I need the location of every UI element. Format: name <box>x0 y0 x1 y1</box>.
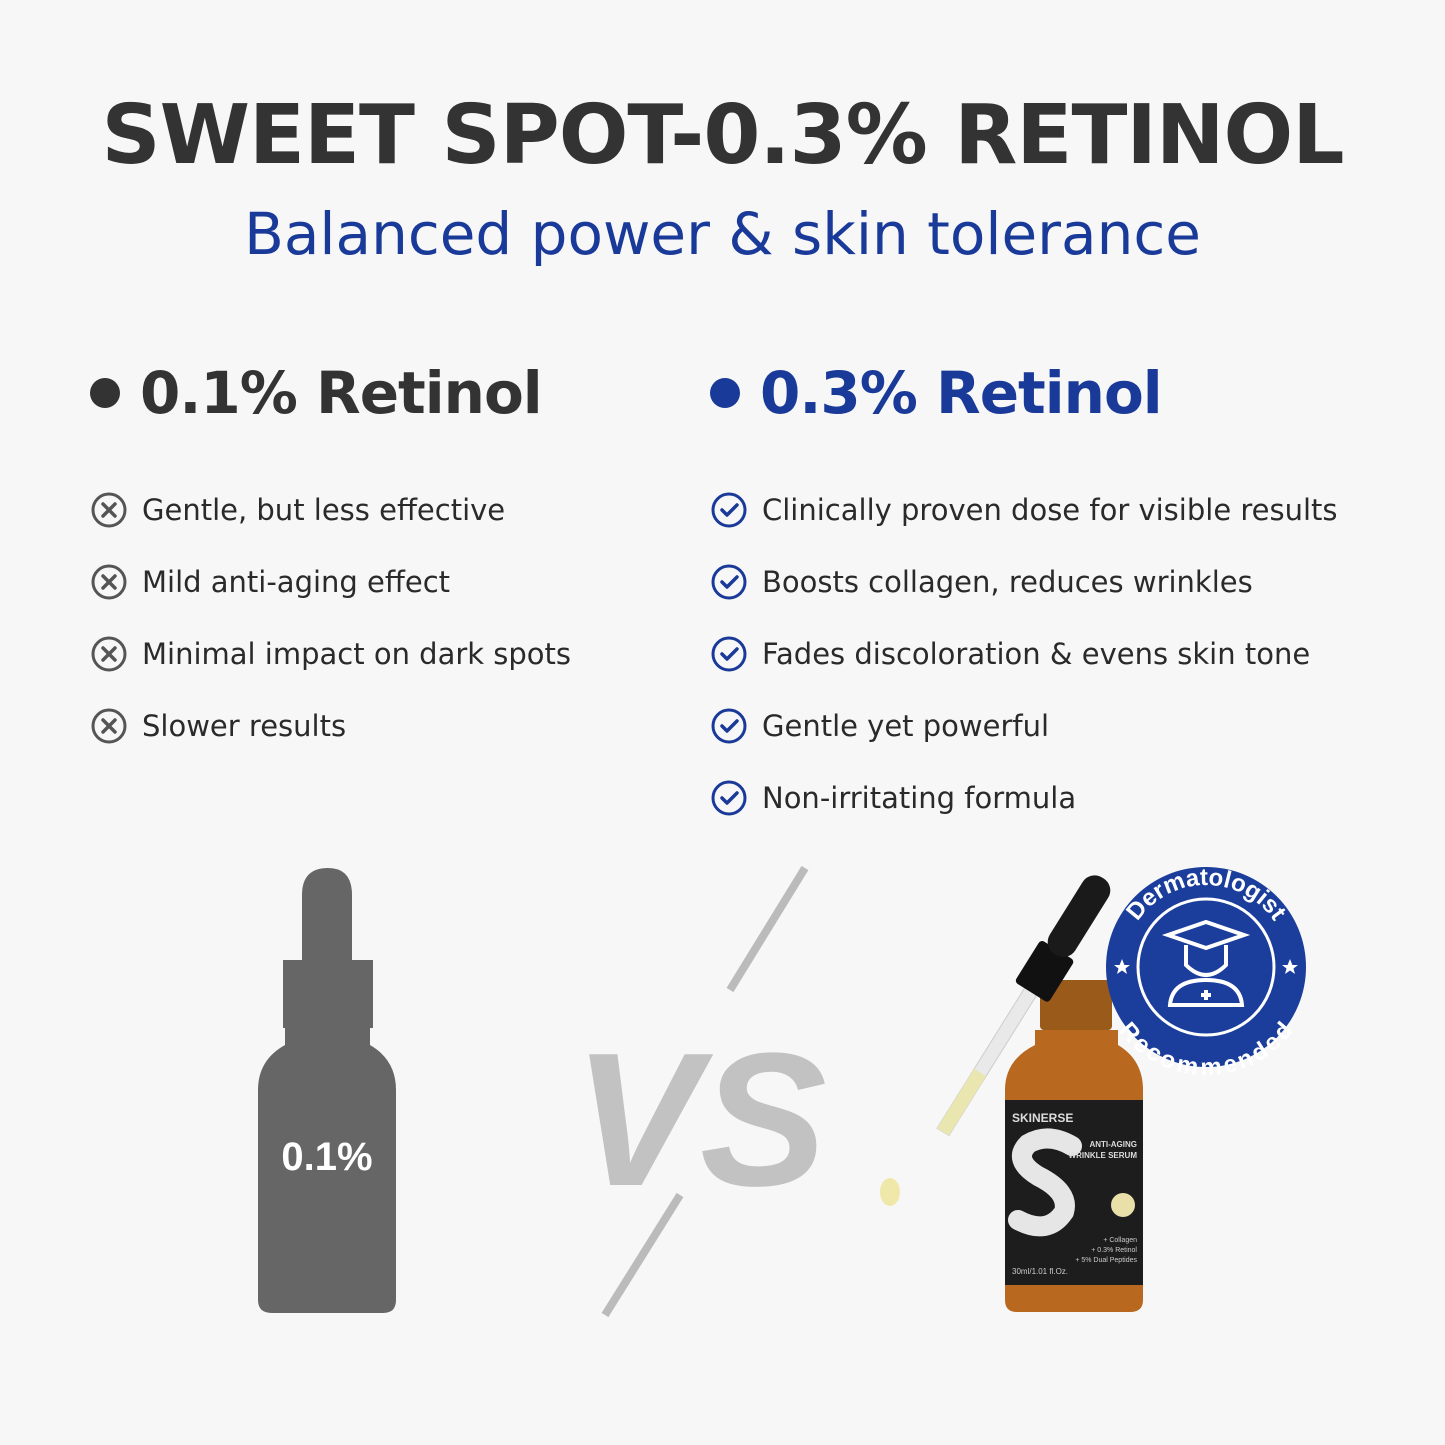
list-item: Non-irritating formula <box>710 762 1338 834</box>
list-item-text: Gentle, but less effective <box>142 493 506 527</box>
check-circle-icon <box>711 636 747 672</box>
page-title: SWEET SPOT-0.3% RETINOL <box>101 88 1345 183</box>
list-item-text: Mild anti-aging effect <box>142 565 451 599</box>
list-item-text: Gentle yet powerful <box>762 709 1050 743</box>
check-circle-icon <box>711 492 747 528</box>
list-item: Boosts collagen, reduces wrinkles <box>710 546 1338 618</box>
column-0-3-retinol: 0.3% Retinol Clinically proven dose for … <box>710 358 1338 834</box>
ingredient: + Collagen <box>1103 1237 1137 1244</box>
heading-text: 0.1% Retinol <box>140 359 543 427</box>
list-item: Fades discoloration & evens skin tone <box>710 618 1338 690</box>
x-circle-icon <box>91 708 127 744</box>
product-brand: SKINERSE <box>1012 1111 1073 1125</box>
star-icon <box>1282 959 1298 974</box>
column-0-1-retinol: 0.1% Retinol Gentle, but less effective M… <box>90 358 571 762</box>
list-item: Minimal impact on dark spots <box>90 618 571 690</box>
list-item-text: Non-irritating formula <box>762 781 1077 815</box>
page-subtitle: Balanced power & skin tolerance <box>244 200 1201 268</box>
dropper <box>936 875 1111 1137</box>
list-item: Slower results <box>90 690 571 762</box>
list-item-text: Fades discoloration & evens skin tone <box>762 637 1311 671</box>
list-item: Gentle yet powerful <box>710 690 1338 762</box>
list-item: Gentle, but less effective <box>90 474 571 546</box>
check-circle-icon <box>711 780 747 816</box>
list-item-text: Minimal impact on dark spots <box>142 637 572 671</box>
list-item-text: Boosts collagen, reduces wrinkles <box>762 565 1253 599</box>
x-circle-icon <box>91 636 127 672</box>
grey-bottle-label: 0.1% <box>281 1135 372 1179</box>
brand-s-logo <box>1008 1128 1082 1237</box>
product-name-1: ANTI-AGING <box>1089 1140 1137 1149</box>
list-item: Mild anti-aging effect <box>90 546 571 618</box>
list-item-text: Slower results <box>142 709 347 743</box>
list-item-text: Clinically proven dose for visible resul… <box>762 493 1338 527</box>
check-circle-icon <box>711 564 747 600</box>
list-item: Clinically proven dose for visible resul… <box>710 474 1338 546</box>
product-comparison-art: 0.1% VS SKINERSE ANTI-AGING WRINKLE SERU… <box>258 864 1306 1318</box>
product-name-2: WRINKLE SERUM <box>1069 1151 1138 1160</box>
grey-bottle-silhouette: 0.1% <box>258 868 396 1313</box>
check-circle-icon <box>711 708 747 744</box>
dermatologist-recommended-badge: Dermatologist Recommended <box>1106 864 1306 1081</box>
graduate-doctor-icon <box>1161 919 1251 1007</box>
star-icon <box>1114 959 1130 974</box>
ingredient: + 5% Dual Peptides <box>1075 1257 1137 1264</box>
serum-bottle: SKINERSE ANTI-AGING WRINKLE SERUM + Coll… <box>880 875 1143 1312</box>
product-volume: 30ml/1.01 fl.Oz. <box>1012 1267 1068 1276</box>
bullet-dot <box>90 378 120 408</box>
column-heading: 0.1% Retinol <box>90 358 571 428</box>
x-circle-icon <box>91 564 127 600</box>
heading-text: 0.3% Retinol <box>760 359 1163 427</box>
x-circle-icon <box>91 492 127 528</box>
vs-graphic: VS <box>573 865 827 1318</box>
ingredient: + 0.3% Retinol <box>1091 1247 1137 1254</box>
vs-text: VS <box>573 1014 826 1226</box>
column-heading: 0.3% Retinol <box>710 358 1338 428</box>
bullet-dot <box>710 378 740 408</box>
